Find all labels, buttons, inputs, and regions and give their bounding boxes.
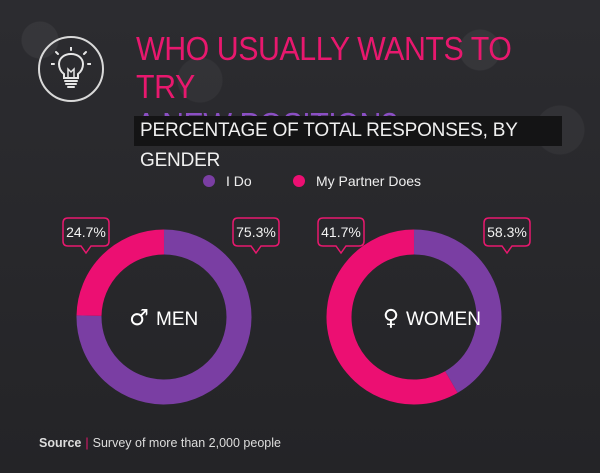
legend-item-my-partner-does: My Partner Does	[293, 173, 421, 189]
men-i-do-callout: 75.3%	[232, 217, 280, 255]
legend-label-my-partner-does: My Partner Does	[316, 173, 422, 189]
men-slice-my-partner-does	[76, 229, 165, 317]
women-center-label: WOMEN	[406, 309, 481, 330]
women-i-do-callout: 41.7%	[317, 217, 365, 255]
women-i-do-callout-box	[317, 217, 365, 255]
women-my-partner-does-label: 58.3%	[487, 224, 527, 240]
men-i-do-callout-box	[232, 217, 280, 255]
men-center-label: MEN	[156, 309, 198, 330]
source-note: Source | Survey of more than 2,000 people	[39, 436, 281, 450]
women-gender-symbol: ♀	[383, 306, 399, 331]
legend-swatch-i-do	[203, 175, 215, 187]
men-i-do-label: 75.3%	[236, 224, 276, 240]
legend: I Do My Partner Does	[0, 173, 600, 193]
women-i-do-label: 41.7%	[321, 224, 361, 240]
men-my-partner-does-callout-box	[62, 217, 110, 255]
chart-subtitle: PERCENTAGE OF TOTAL RESPONSES, BY GENDER	[134, 116, 562, 171]
women-my-partner-does-callout: 58.3%	[483, 217, 531, 255]
women-my-partner-does-callout-box	[483, 217, 531, 255]
legend-item-i-do: I Do	[203, 173, 252, 189]
men-my-partner-does-label: 24.7%	[66, 224, 106, 240]
legend-swatch-my-partner-does	[293, 175, 305, 187]
men-slice-i-do	[76, 229, 252, 405]
men-my-partner-does-callout: 24.7%	[62, 217, 110, 255]
source-text: Survey of more than 2,000 people	[92, 436, 281, 450]
source-label: Source	[39, 436, 82, 450]
men-gender-symbol: ♂	[129, 306, 149, 331]
lightbulb-icon	[38, 36, 104, 102]
title-line-1: WHO USUALLY WANTS TO TRY	[136, 30, 512, 105]
source-separator: |	[85, 436, 89, 450]
legend-label-i-do: I Do	[226, 173, 252, 189]
women-slice-i-do	[413, 229, 502, 393]
women-slice-my-partner-does	[326, 229, 458, 405]
